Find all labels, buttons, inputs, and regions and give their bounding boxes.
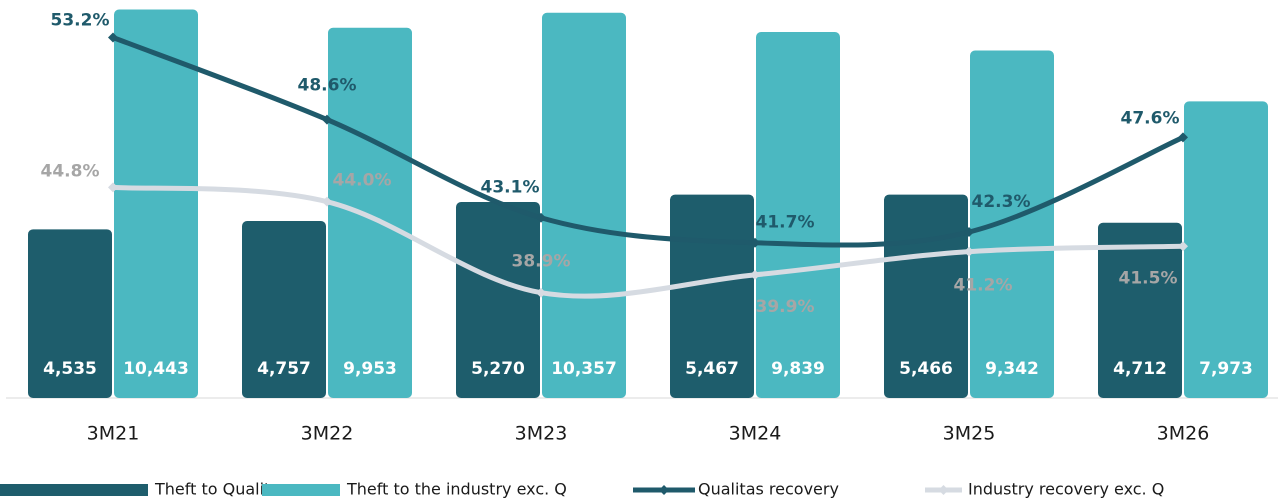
line-marker [750,237,760,248]
bar-label: 5,270 [471,359,525,379]
point-label: 44.8% [41,161,100,181]
legend-swatch [262,484,340,496]
point-label: 47.6% [1121,108,1180,128]
bar [1098,222,1182,398]
legend-text: Theft to Qualitas [154,480,288,499]
point-label: 44.0% [333,171,392,191]
line [110,184,1186,299]
bar-label: 5,467 [685,359,739,379]
x-tick-label: 3M24 [729,423,782,445]
line-marker [964,246,974,257]
line-marker [536,212,546,223]
bar-label: 4,757 [257,359,311,379]
legend-text: Theft to the industry exc. Q [346,480,567,499]
line-marker [1178,132,1188,143]
bar [28,229,112,398]
x-tick-label: 3M26 [1157,423,1210,445]
bar [970,50,1054,399]
bar [328,27,412,398]
legend-text: Qualitas recovery [698,480,839,499]
legend-marker [659,485,669,495]
bar [756,32,840,399]
line-marker [322,196,332,207]
bar-label: 7,973 [1199,359,1253,379]
bar-label: 9,839 [771,359,825,379]
line [110,34,1186,248]
line-marker [108,32,118,43]
bar-label: 9,342 [985,359,1039,379]
bar-label: 4,535 [43,359,97,379]
bar-label: 5,466 [899,359,953,379]
point-label: 41.2% [954,276,1013,296]
point-label: 38.9% [512,252,571,272]
point-label: 43.1% [481,178,540,198]
legend-text: Industry recovery exc. Q [968,480,1164,499]
bar-label: 10,443 [123,359,189,379]
bar [542,12,626,398]
point-label: 53.2% [51,10,110,30]
point-label: 48.6% [298,76,357,96]
point-label: 42.3% [972,192,1031,212]
bar [242,221,326,398]
line-marker [536,287,546,298]
bar [670,194,754,398]
x-tick-label: 3M21 [87,423,140,445]
point-label: 41.5% [1119,268,1178,288]
point-label: 41.7% [756,213,815,233]
line-marker [108,182,118,193]
bar [114,9,198,398]
x-tick-label: 3M22 [301,423,354,445]
line-marker [964,227,974,238]
bar [884,194,968,398]
line-marker [322,114,332,125]
bar-label: 9,953 [343,359,397,379]
legend-marker [938,485,949,495]
bar-label: 10,357 [551,359,617,379]
x-tick-label: 3M25 [943,423,996,445]
bar-label: 4,712 [1113,359,1167,379]
bar [456,201,540,398]
point-label: 39.9% [756,297,815,317]
x-tick-label: 3M23 [515,423,568,445]
line-marker [1178,241,1188,252]
legend-swatch [0,484,148,496]
bar [1184,101,1268,398]
line-marker [750,269,760,280]
